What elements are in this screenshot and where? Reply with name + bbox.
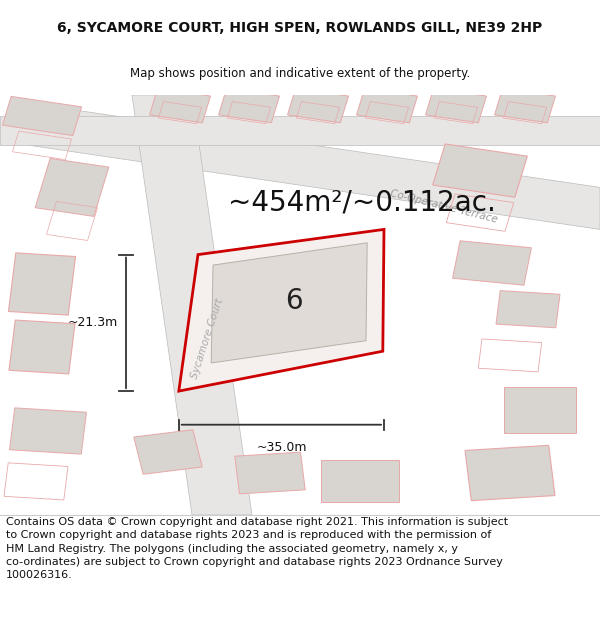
Polygon shape — [465, 446, 555, 501]
Text: 6, SYCAMORE COURT, HIGH SPEN, ROWLANDS GILL, NE39 2HP: 6, SYCAMORE COURT, HIGH SPEN, ROWLANDS G… — [58, 21, 542, 35]
Text: Co-Operative Terrace: Co-Operative Terrace — [389, 188, 499, 224]
Polygon shape — [425, 88, 487, 122]
Polygon shape — [496, 291, 560, 328]
Polygon shape — [218, 88, 280, 122]
Text: Map shows position and indicative extent of the property.: Map shows position and indicative extent… — [130, 66, 470, 79]
Polygon shape — [0, 116, 600, 146]
Polygon shape — [35, 158, 109, 216]
Text: ~35.0m: ~35.0m — [256, 441, 307, 454]
Text: Sycamore Court: Sycamore Court — [189, 297, 225, 380]
Polygon shape — [179, 229, 384, 391]
Polygon shape — [287, 88, 349, 122]
Text: ~21.3m: ~21.3m — [68, 316, 118, 329]
Polygon shape — [356, 88, 418, 122]
Text: ~454m²/~0.112ac.: ~454m²/~0.112ac. — [228, 188, 496, 216]
Polygon shape — [8, 253, 76, 315]
Polygon shape — [433, 144, 527, 198]
Polygon shape — [2, 96, 82, 136]
Polygon shape — [10, 408, 86, 454]
Text: 6: 6 — [285, 287, 303, 315]
Polygon shape — [9, 320, 75, 374]
Polygon shape — [504, 387, 576, 433]
Polygon shape — [452, 241, 532, 285]
Polygon shape — [211, 243, 367, 363]
Text: Contains OS data © Crown copyright and database right 2021. This information is : Contains OS data © Crown copyright and d… — [6, 518, 508, 580]
Polygon shape — [30, 103, 600, 229]
Polygon shape — [132, 95, 252, 515]
Polygon shape — [494, 88, 556, 122]
Polygon shape — [149, 88, 211, 122]
Polygon shape — [235, 452, 305, 494]
Polygon shape — [321, 461, 399, 503]
Polygon shape — [134, 430, 202, 474]
